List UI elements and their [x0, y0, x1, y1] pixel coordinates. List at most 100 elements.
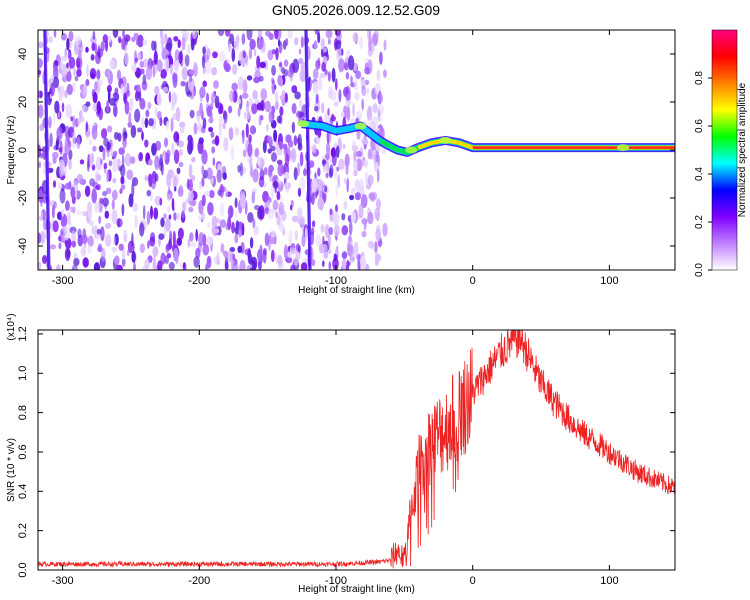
noise-blob — [188, 206, 194, 213]
noise-blob — [137, 52, 142, 61]
noise-blob — [91, 125, 98, 140]
noise-blob — [73, 258, 80, 267]
noise-blob — [65, 104, 73, 119]
noise-blob — [174, 49, 180, 61]
noise-blob — [242, 50, 246, 59]
noise-blob — [270, 249, 275, 262]
noise-blob — [249, 156, 253, 169]
noise-blob — [77, 228, 82, 238]
noise-blob — [191, 156, 196, 163]
noise-blob — [59, 60, 64, 71]
noise-blob — [279, 224, 286, 233]
noise-blob — [258, 30, 263, 40]
noise-blob — [299, 176, 306, 191]
noise-blob — [284, 92, 288, 103]
noise-blob — [345, 85, 351, 101]
noise-blob — [43, 217, 48, 231]
noise-blob — [279, 106, 284, 116]
noise-blob — [160, 252, 166, 265]
noise-blob — [134, 85, 139, 91]
noise-blob — [206, 255, 212, 269]
noise-blob — [38, 90, 41, 99]
noise-blob — [106, 149, 110, 158]
noise-blob — [64, 90, 68, 98]
noise-blob — [90, 54, 95, 61]
noise-blob — [66, 71, 72, 82]
noise-blob — [178, 184, 183, 195]
noise-blob — [92, 30, 96, 40]
noise-blob — [193, 256, 200, 268]
noise-blob — [142, 39, 148, 46]
noise-blob — [271, 65, 276, 76]
noise-blob — [315, 93, 319, 105]
noise-blob — [222, 122, 226, 130]
noise-blob — [353, 241, 359, 255]
noise-blob — [147, 159, 153, 166]
noise-blob — [156, 92, 162, 107]
noise-blob — [141, 80, 148, 91]
noise-blob — [82, 257, 89, 268]
noise-blob — [179, 262, 182, 268]
noise-blob — [312, 144, 317, 154]
noise-blob — [208, 190, 215, 199]
bottom-ytick-label: 0.6 — [17, 444, 29, 459]
noise-blob — [334, 224, 340, 237]
noise-blob — [271, 79, 276, 95]
noise-blob — [333, 101, 339, 107]
noise-blob — [202, 80, 207, 88]
noise-blob — [173, 131, 180, 143]
noise-blob — [248, 134, 252, 144]
noise-blob — [182, 262, 186, 270]
noise-blob — [190, 38, 195, 51]
noise-blob — [107, 88, 111, 104]
noise-blob — [294, 91, 301, 100]
noise-blob — [260, 88, 268, 101]
noise-blob — [277, 162, 284, 177]
noise-blob — [191, 175, 195, 182]
noise-blob — [325, 30, 333, 39]
noise-blob — [93, 262, 100, 270]
noise-blob — [342, 143, 346, 150]
noise-blob — [70, 186, 76, 199]
noise-blob — [324, 224, 330, 239]
noise-blob — [272, 199, 279, 211]
noise-blob — [146, 189, 152, 197]
noise-blob — [52, 180, 57, 188]
noise-blob — [317, 197, 325, 210]
noise-blob — [39, 230, 46, 244]
noise-blob — [251, 191, 256, 204]
noise-blob — [207, 222, 211, 228]
noise-blob — [210, 131, 215, 138]
noise-blob — [161, 36, 164, 51]
bottom-ytick-label: 1.0 — [17, 366, 29, 381]
noise-blob — [293, 167, 298, 181]
noise-blob — [304, 227, 308, 242]
noise-blob — [228, 43, 232, 53]
noise-blob — [319, 72, 327, 78]
noise-blob — [253, 76, 260, 84]
noise-blob — [278, 62, 283, 68]
noise-blob — [382, 222, 388, 237]
noise-blob — [367, 148, 372, 160]
vertical-streak-edge — [306, 30, 312, 270]
noise-blob — [86, 64, 89, 78]
noise-blob — [227, 216, 232, 231]
noise-blob — [96, 183, 102, 191]
noise-blob — [105, 187, 112, 194]
noise-blob — [267, 49, 274, 61]
noise-blob — [219, 219, 227, 228]
noise-blob — [218, 123, 222, 138]
noise-blob — [212, 228, 220, 234]
noise-blob — [352, 32, 359, 43]
noise-blob — [96, 48, 104, 58]
noise-blob — [123, 94, 126, 103]
top-xaxis-label: Height of straight line (km) — [298, 285, 415, 296]
noise-blob — [85, 121, 89, 133]
noise-blob — [296, 137, 301, 144]
noise-blob — [343, 200, 348, 210]
noise-blob — [303, 168, 307, 177]
noise-blob — [297, 162, 301, 177]
noise-blob — [348, 235, 352, 243]
noise-blob — [113, 103, 118, 118]
noise-blob — [315, 59, 321, 70]
